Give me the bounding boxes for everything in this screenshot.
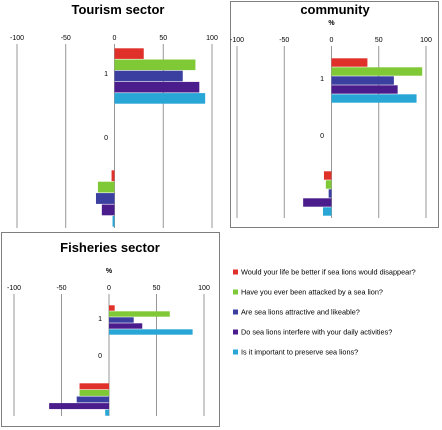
community-bar: [331, 67, 423, 76]
legend-item: Are sea lions attractive and likeable?: [233, 308, 360, 317]
tourism-bar: [114, 59, 196, 71]
community-bar: [328, 189, 332, 198]
community-bar: [322, 207, 332, 216]
community-bar: [303, 198, 332, 207]
legend: Would your life be better if sea lions w…: [233, 268, 416, 357]
fisheries-bar: [109, 311, 170, 317]
fisheries-bar: [109, 305, 115, 311]
fisheries-x-tick-label: 100: [198, 285, 210, 292]
community-x-tick-label: 50: [375, 37, 383, 44]
legend-label: Is it important to preserve sea lions?: [241, 348, 358, 357]
tourism-bar: [97, 181, 115, 193]
tourism-title: Tourism sector: [72, 2, 165, 17]
tourism-x-tick-label: -100: [10, 35, 24, 42]
legend-swatch: [233, 269, 238, 275]
fisheries-bar: [79, 389, 109, 396]
legend-swatch: [233, 309, 238, 315]
fisheries-bar: [109, 323, 143, 329]
community-chart: community% -100 -50 0 50 100 1 0: [230, 2, 432, 218]
fisheries-bar: [109, 329, 193, 335]
tourism-bar: [112, 215, 115, 227]
tourism-bar: [114, 93, 206, 104]
community-bar: [331, 94, 417, 103]
fisheries-panel-frame: [1, 232, 220, 427]
legend-swatch: [233, 349, 238, 355]
community-bar: [331, 58, 368, 67]
community-x-tick-label: 0: [330, 37, 334, 44]
fisheries-unit-label: %: [106, 268, 113, 275]
tourism-bar: [111, 170, 115, 182]
community-y-tick-label: 1: [320, 76, 324, 83]
community-title: community: [300, 2, 370, 17]
tourism-bar: [114, 70, 183, 82]
legend-label: Would your life be better if sea lions w…: [241, 268, 416, 277]
legend-item: Is it important to preserve sea lions?: [233, 348, 358, 357]
legend-label: Do sea lions interfere with your daily a…: [241, 328, 392, 337]
fisheries-bar: [79, 383, 109, 390]
tourism-x-tick-label: 50: [159, 35, 167, 42]
fisheries-bar: [109, 317, 134, 323]
community-bar: [331, 85, 398, 94]
legend-item: Do sea lions interfere with your daily a…: [233, 328, 392, 337]
fisheries-chart: Fisheries sector% -100 -50 0 50 100 1 0: [7, 240, 210, 416]
tourism-x-tick-label: -50: [61, 35, 71, 42]
tourism-x-tick-label: 0: [113, 35, 117, 42]
tourism-y-tick-label: 0: [104, 135, 108, 142]
community-bar: [325, 180, 332, 189]
legend-swatch: [233, 289, 238, 295]
community-x-tick-label: -50: [279, 37, 289, 44]
fisheries-x-tick-label: -100: [7, 285, 21, 292]
fisheries-title: Fisheries sector: [60, 240, 160, 255]
tourism-y-tick-label: 1: [104, 71, 108, 78]
charts: Tourism sector-100 -50 0 50 10010community%-…: [7, 2, 432, 416]
community-unit-label: %: [328, 20, 335, 27]
legend-swatch: [233, 329, 238, 335]
fisheries-bar: [76, 396, 109, 403]
tourism-bar: [101, 204, 115, 216]
community-bar: [331, 76, 394, 85]
tourism-bar: [114, 81, 200, 93]
tourism-bar: [114, 48, 144, 59]
legend-item: Have you ever been attacked by a sea lio…: [233, 288, 383, 297]
fisheries-bar: [49, 403, 109, 410]
fisheries-x-tick-label: -50: [56, 285, 66, 292]
tourism-x-tick-label: 100: [206, 35, 218, 42]
fisheries-y-tick-label: 0: [98, 353, 102, 360]
fisheries-y-tick-label: 1: [98, 316, 102, 323]
tourism-bar: [95, 193, 115, 204]
community-x-tick-label: 100: [420, 37, 432, 44]
community-x-tick-label: -100: [230, 37, 244, 44]
legend-label: Are sea lions attractive and likeable?: [241, 308, 360, 317]
community-panel-frame: [230, 1, 439, 228]
tourism-chart: Tourism sector -100 -50 0 50 100 1 0: [10, 2, 218, 228]
legend-item: Would your life be better if sea lions w…: [233, 268, 416, 277]
community-bar: [323, 171, 332, 180]
fisheries-x-tick-label: 50: [153, 285, 161, 292]
legend-label: Have you ever been attacked by a sea lio…: [241, 288, 383, 297]
fisheries-x-tick-label: 0: [107, 285, 111, 292]
fisheries-bar: [105, 409, 109, 416]
community-y-tick-label: 0: [320, 133, 324, 140]
